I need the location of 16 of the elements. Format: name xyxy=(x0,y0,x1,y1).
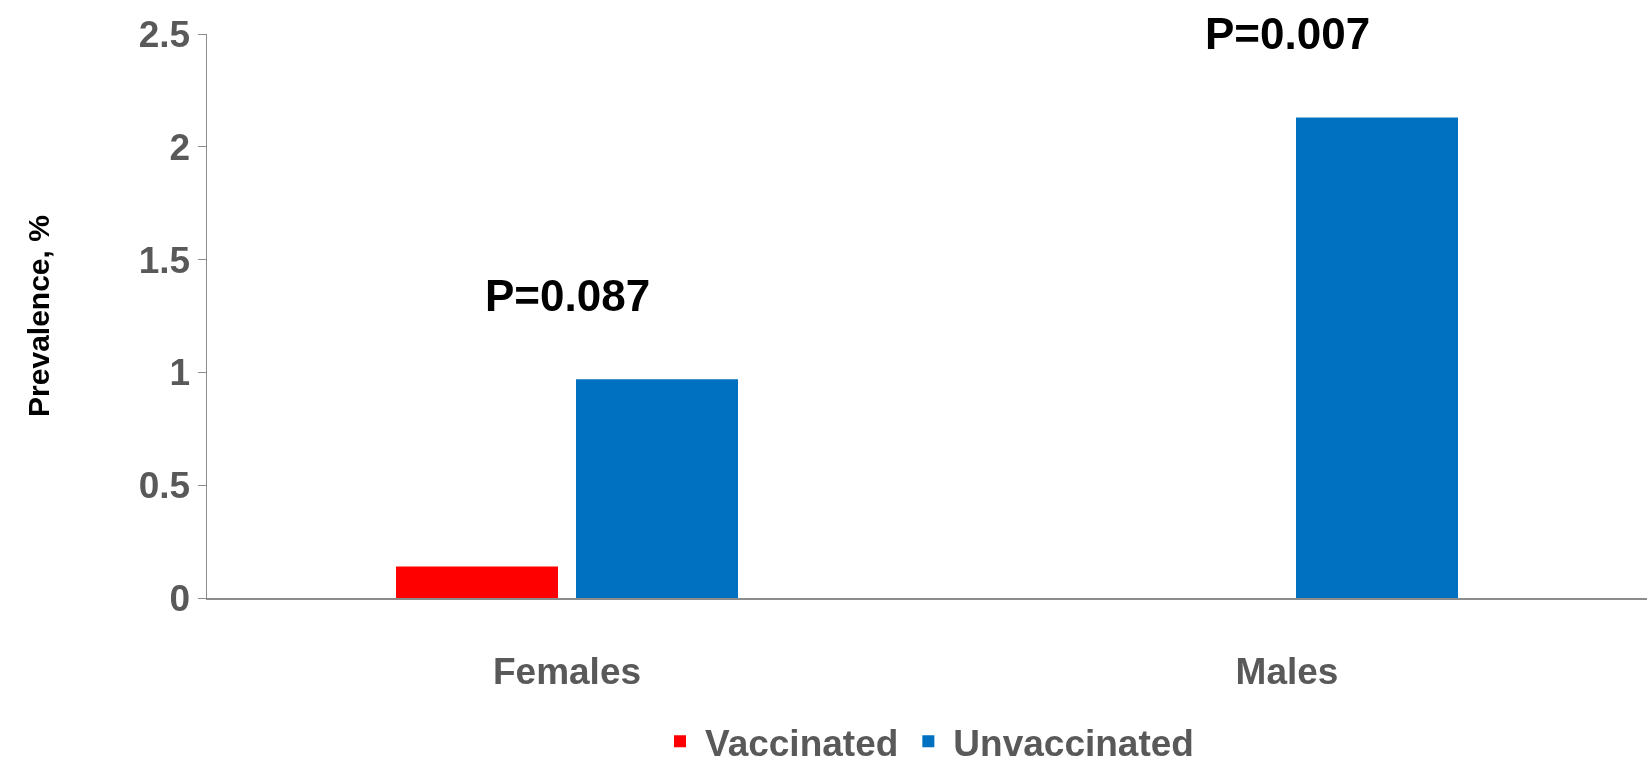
annotation: P=0.087 xyxy=(485,271,651,320)
y-tick-label: 2 xyxy=(169,126,191,168)
bar xyxy=(396,566,558,598)
y-tick-label: 1.5 xyxy=(138,239,191,281)
y-axis-title: Prevalence, % xyxy=(21,215,55,417)
bar xyxy=(1296,117,1458,598)
y-tick-label: 0.5 xyxy=(138,465,191,507)
annotation: P=0.007 xyxy=(1205,9,1371,58)
y-tick-label: 2.5 xyxy=(138,13,191,55)
y-tick-label: 0 xyxy=(169,577,191,619)
legend-label: Vaccinated xyxy=(705,722,899,764)
x-tick-label: Females xyxy=(492,650,642,692)
x-tick-label: Males xyxy=(1235,650,1339,692)
legend-label: Unvaccinated xyxy=(953,722,1194,764)
y-tick-label: 1 xyxy=(169,352,191,394)
bar xyxy=(576,379,738,598)
